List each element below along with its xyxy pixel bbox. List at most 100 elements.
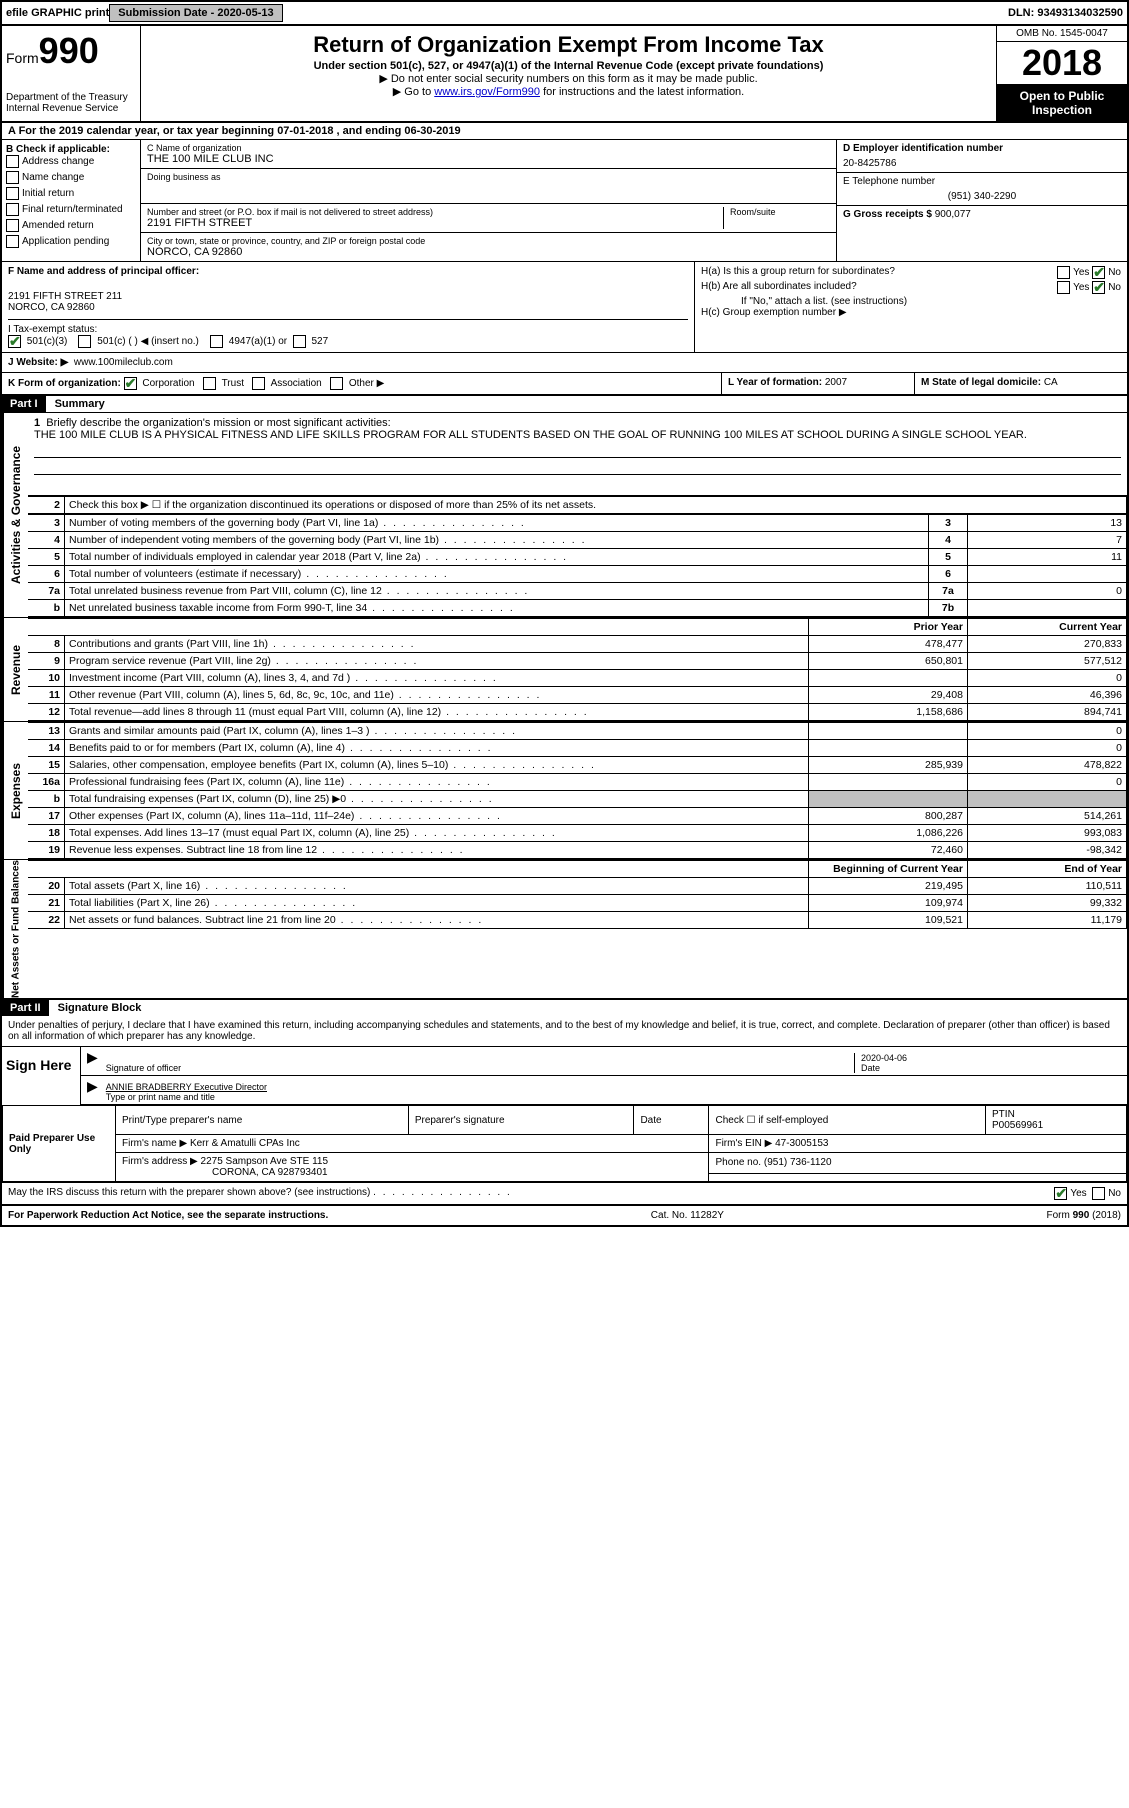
header-right: OMB No. 1545-0047 2018 Open to Public In… — [996, 26, 1127, 121]
cb-discuss-no[interactable] — [1092, 1187, 1105, 1200]
table-row: 10Investment income (Part VIII, column (… — [28, 670, 1127, 687]
open-to-public: Open to Public Inspection — [997, 85, 1127, 121]
cb-amended[interactable]: Amended return — [6, 219, 136, 232]
table-row: 21Total liabilities (Part X, line 26)109… — [28, 895, 1127, 912]
part2-title: Signature Block — [52, 1000, 148, 1016]
cb-pending[interactable]: Application pending — [6, 235, 136, 248]
firm-name: Kerr & Amatulli CPAs Inc — [190, 1138, 300, 1149]
gov-rows: 3Number of voting members of the governi… — [28, 514, 1127, 617]
side-net: Net Assets or Fund Balances — [2, 860, 28, 998]
officer-addr2: NORCO, CA 92860 — [8, 302, 688, 313]
form-title: Return of Organization Exempt From Incom… — [145, 32, 992, 58]
cb-501c[interactable] — [78, 335, 91, 348]
side-expenses: Expenses — [2, 722, 28, 859]
table-row: 13Grants and similar amounts paid (Part … — [28, 723, 1127, 740]
cb-ha-yes[interactable] — [1057, 266, 1070, 279]
ptin: P00569961 — [992, 1120, 1043, 1131]
top-bar: efile GRAPHIC print Submission Date - 20… — [2, 2, 1127, 26]
netassets-table: Beginning of Current Year End of Year 20… — [28, 860, 1127, 929]
cb-final-return[interactable]: Final return/terminated — [6, 203, 136, 216]
officer-addr1: 2191 FIFTH STREET 211 — [8, 291, 688, 302]
cb-ha-no[interactable] — [1092, 266, 1105, 279]
col-h: H(a) Is this a group return for subordin… — [695, 262, 1127, 352]
expenses-table: 13Grants and similar amounts paid (Part … — [28, 722, 1127, 859]
efile-label: efile GRAPHIC print — [6, 7, 109, 19]
part2-badge: Part II — [2, 1000, 49, 1016]
table-row: 22Net assets or fund balances. Subtract … — [28, 912, 1127, 929]
submission-date-btn[interactable]: Submission Date - 2020-05-13 — [109, 4, 282, 22]
tax-year: 2018 — [997, 42, 1127, 85]
table-row: 16aProfessional fundraising fees (Part I… — [28, 774, 1127, 791]
netassets-section: Net Assets or Fund Balances Beginning of… — [2, 860, 1127, 1000]
state-domicile: CA — [1044, 377, 1058, 388]
part1-header-row: Part I Summary — [2, 396, 1127, 413]
org-name: THE 100 MILE CLUB INC — [147, 153, 830, 165]
col-d: D Employer identification number 20-8425… — [837, 140, 1127, 261]
table-row: 14Benefits paid to or for members (Part … — [28, 740, 1127, 757]
header-sub3: ▶ Go to www.irs.gov/Form990 for instruct… — [145, 85, 992, 98]
line-a: A For the 2019 calendar year, or tax yea… — [2, 123, 1127, 140]
table-row: 8Contributions and grants (Part VIII, li… — [28, 636, 1127, 653]
cb-assoc[interactable] — [252, 377, 265, 390]
cb-name-change[interactable]: Name change — [6, 171, 136, 184]
discuss-row: May the IRS discuss this return with the… — [2, 1182, 1127, 1204]
cb-hb-yes[interactable] — [1057, 281, 1070, 294]
firm-ein: 47-3005153 — [775, 1138, 828, 1149]
row-i: I Tax-exempt status: 501(c)(3) 501(c) ( … — [8, 319, 688, 348]
table-row: bNet unrelated business taxable income f… — [28, 600, 1127, 617]
cb-4947[interactable] — [210, 335, 223, 348]
cb-address-change[interactable]: Address change — [6, 155, 136, 168]
omb-number: OMB No. 1545-0047 — [997, 26, 1127, 42]
cb-other[interactable] — [330, 377, 343, 390]
firm-phone: (951) 736-1120 — [764, 1157, 832, 1168]
mission-text: THE 100 MILE CLUB IS A PHYSICAL FITNESS … — [34, 429, 1027, 441]
header-sub1: Under section 501(c), 527, or 4947(a)(1)… — [145, 60, 992, 72]
website: www.100mileclub.com — [74, 357, 173, 368]
mission-box: 1 Briefly describe the organization's mi… — [28, 413, 1127, 496]
cb-527[interactable] — [293, 335, 306, 348]
paid-preparer-label: Paid Preparer Use Only — [3, 1106, 116, 1182]
revenue-table: Prior Year Current Year 8Contributions a… — [28, 618, 1127, 721]
cb-trust[interactable] — [203, 377, 216, 390]
sign-here-label: Sign Here — [2, 1047, 81, 1105]
cb-discuss-yes[interactable] — [1054, 1187, 1067, 1200]
table-row: 5Total number of individuals employed in… — [28, 549, 1127, 566]
row-klm: K Form of organization: Corporation Trus… — [2, 373, 1127, 396]
table-row: 9Program service revenue (Part VIII, lin… — [28, 653, 1127, 670]
table-row: 12Total revenue—add lines 8 through 11 (… — [28, 704, 1127, 721]
gross-receipts: 900,077 — [935, 209, 971, 220]
col-b-checkboxes: B Check if applicable: Address change Na… — [2, 140, 141, 261]
table-row: 4Number of independent voting members of… — [28, 532, 1127, 549]
sign-here-row: Sign Here ▶ Signature of officer 2020-04… — [2, 1046, 1127, 1105]
footer: For Paperwork Reduction Act Notice, see … — [2, 1204, 1127, 1225]
sig-date: 2020-04-06 — [861, 1053, 1121, 1063]
side-revenue: Revenue — [2, 618, 28, 721]
cb-corp[interactable] — [124, 377, 137, 390]
table-row: 3Number of voting members of the governi… — [28, 515, 1127, 532]
table-row: 15Salaries, other compensation, employee… — [28, 757, 1127, 774]
row-j: J Website: ▶ www.100mileclub.com — [2, 353, 1127, 373]
year-formation: 2007 — [825, 377, 847, 388]
irs-link[interactable]: www.irs.gov/Form990 — [434, 86, 540, 98]
table-row: bTotal fundraising expenses (Part IX, co… — [28, 791, 1127, 808]
firm-addr1: 2275 Sampson Ave STE 115 — [201, 1156, 329, 1167]
officer-name: ANNIE BRADBERRY Executive Director — [106, 1082, 1121, 1092]
col-f: F Name and address of principal officer:… — [2, 262, 695, 352]
ein: 20-8425786 — [843, 158, 1121, 169]
activities-section: Activities & Governance 1 Briefly descri… — [2, 413, 1127, 618]
perjury-text: Under penalties of perjury, I declare th… — [2, 1016, 1127, 1046]
revenue-section: Revenue Prior Year Current Year 8Contrib… — [2, 618, 1127, 722]
part1-badge: Part I — [2, 396, 46, 412]
cb-501c3[interactable] — [8, 335, 21, 348]
table-row: 11Other revenue (Part VIII, column (A), … — [28, 687, 1127, 704]
cb-hb-no[interactable] — [1092, 281, 1105, 294]
table-row: 19Revenue less expenses. Subtract line 1… — [28, 842, 1127, 859]
preparer-table: Paid Preparer Use Only Print/Type prepar… — [2, 1105, 1127, 1182]
cb-initial-return[interactable]: Initial return — [6, 187, 136, 200]
part1-title: Summary — [49, 396, 111, 412]
telephone: (951) 340-2290 — [843, 191, 1121, 202]
table-row: 18Total expenses. Add lines 13–17 (must … — [28, 825, 1127, 842]
dln: DLN: 93493134032590 — [1008, 7, 1123, 19]
header-sub2: ▶ Do not enter social security numbers o… — [145, 72, 992, 85]
table-row: 7aTotal unrelated business revenue from … — [28, 583, 1127, 600]
